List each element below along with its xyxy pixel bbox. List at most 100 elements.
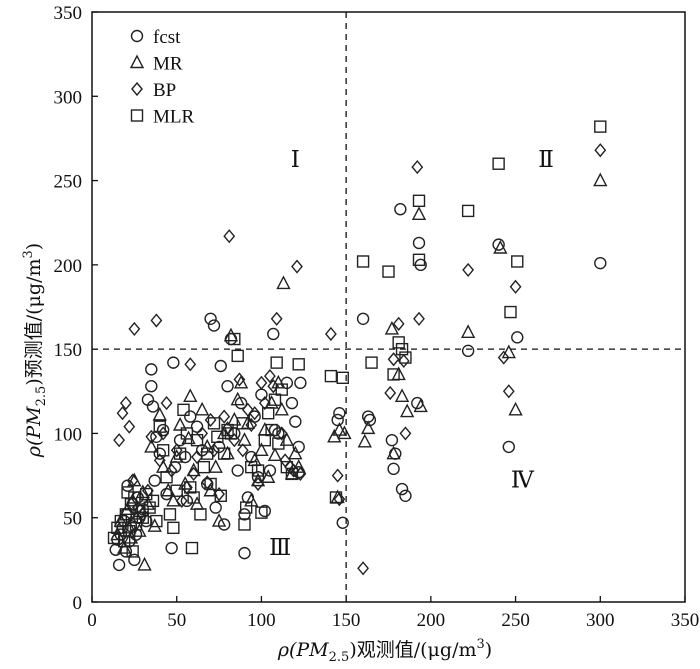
x-title-prefix: ρ(PM [277, 639, 329, 661]
x-axis-title: ρ(PM2.5)观测值/(μg/m3) [277, 637, 492, 665]
fcst-point [251, 471, 265, 484]
fcst-point [234, 396, 248, 410]
MLR-point [239, 501, 253, 514]
MLR-point [156, 444, 170, 457]
BP-point [184, 357, 197, 372]
MR-point [411, 206, 427, 220]
BP-point [150, 313, 163, 328]
BP-point [324, 326, 337, 342]
MLR-point [123, 525, 136, 538]
x-tick-label: 250 [501, 610, 530, 631]
BP-point [160, 395, 173, 411]
MLR-legend-marker [130, 109, 144, 122]
BP-point [233, 372, 246, 387]
MLR-point [336, 371, 349, 384]
MR-point [200, 438, 215, 453]
MR-point [147, 518, 162, 532]
BP-point [594, 143, 607, 158]
y-tick-label: 300 [54, 87, 83, 108]
fcst-point [207, 319, 221, 332]
BP-legend-marker [131, 81, 143, 97]
MR-point [194, 401, 210, 416]
MLR-point [255, 506, 268, 519]
BP-point [145, 429, 158, 444]
x-tick-label: 100 [247, 610, 276, 631]
fcst-point [272, 427, 285, 440]
MLR-point [412, 194, 426, 208]
MLR-point [184, 481, 197, 494]
MLR-point [245, 460, 258, 474]
MR-point [399, 403, 415, 418]
fcst-point [112, 558, 126, 572]
BP-point [357, 561, 369, 576]
MLR-point [153, 420, 166, 433]
MR-point [332, 422, 347, 436]
y-tick-label: 250 [54, 172, 83, 193]
MLR-point [399, 351, 412, 364]
MR-point [357, 433, 372, 448]
MLR-point [180, 427, 194, 440]
fcst-point [221, 380, 234, 393]
BP-point [248, 406, 261, 421]
BP-point [153, 453, 166, 468]
MLR-point [511, 255, 524, 268]
fcst-point [209, 501, 222, 514]
MR-point [233, 374, 249, 389]
BP-point [241, 402, 254, 417]
MLR-point [236, 417, 249, 430]
MLR-point [140, 487, 153, 501]
x-title-superscript: 3 [476, 637, 484, 652]
fcst-point [385, 433, 399, 447]
legend: fcst MR BP MLR [129, 27, 195, 128]
BP-point [252, 476, 264, 492]
BP-point [497, 350, 510, 365]
x-axis-ticks: 0 50 100 150 200 250 300 350 [87, 596, 699, 631]
legend-item-BP: BP [131, 80, 176, 101]
legend-item-MLR: MLR [130, 107, 195, 128]
MR-point [460, 324, 476, 338]
MR-point [386, 445, 401, 460]
y-axis-ticks: 0 50 100 150 200 250 300 350 [54, 3, 98, 614]
BP-point [228, 433, 241, 448]
MLR-point [173, 447, 187, 460]
legend-label: fcst [153, 27, 181, 48]
y-title-prefix: ρ(PM [23, 406, 45, 458]
y-tick-label: 0 [73, 593, 83, 614]
BP-point [333, 492, 346, 507]
y-tick-label: 50 [63, 509, 82, 530]
MR-point [250, 472, 266, 487]
MR-point [125, 492, 140, 507]
MR-point [208, 459, 223, 473]
MLR-point [133, 504, 146, 518]
MLR-point [324, 369, 338, 383]
MLR-point [214, 489, 227, 502]
BP-point [275, 426, 288, 441]
BP-point [399, 426, 412, 441]
MLR-point [275, 383, 288, 396]
fcst-point [267, 327, 280, 341]
MLR-point [265, 423, 278, 437]
MR-legend-marker [129, 54, 145, 69]
series-BP [113, 143, 607, 576]
BP-point [113, 433, 126, 448]
MLR-point [128, 491, 141, 504]
MLR-point [268, 393, 282, 406]
MLR-point [143, 501, 156, 514]
fcst-point [128, 553, 141, 567]
MR-point [227, 411, 242, 426]
MR-point [394, 388, 410, 403]
BP-point [255, 375, 268, 390]
x-tick-label: 200 [417, 610, 446, 631]
BP-point [258, 395, 271, 411]
plot-frame [91, 11, 686, 603]
BP-point [218, 409, 231, 424]
MLR-point [111, 521, 124, 535]
fcst-point [289, 415, 302, 428]
fcst-point [238, 546, 251, 560]
MLR-point [185, 541, 199, 555]
MLR-point [167, 521, 180, 535]
fcst-point [263, 464, 277, 477]
fcst-point [153, 447, 166, 460]
BP-point [187, 466, 200, 481]
BP-point [191, 449, 203, 465]
